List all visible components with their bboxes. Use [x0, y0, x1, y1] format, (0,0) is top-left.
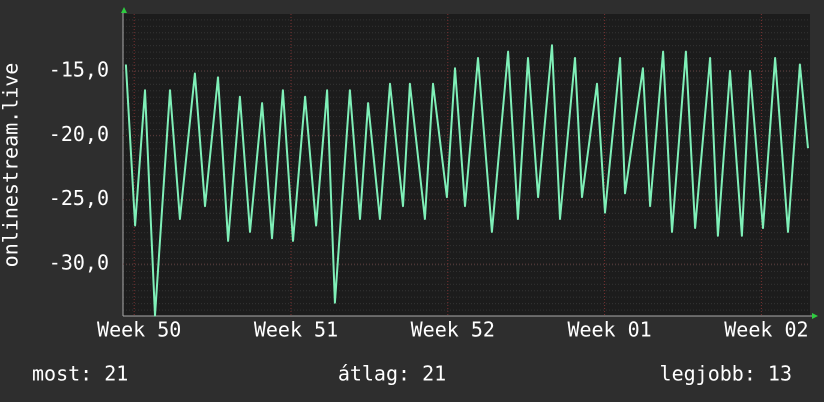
summary-current: most: 21 — [32, 362, 128, 386]
x-tick-label: Week 02 — [724, 318, 808, 342]
x-tick-label: Week 50 — [97, 318, 181, 342]
y-axis-arrow — [121, 7, 127, 13]
y-tick-label: -30,0 — [49, 251, 109, 275]
x-tick-label: Week 52 — [411, 318, 495, 342]
summary-average: átlag: 21 — [338, 362, 446, 386]
y-tick-label: -15,0 — [49, 57, 109, 81]
summary-best: legjobb: 13 — [660, 362, 792, 386]
plot-area — [123, 14, 810, 316]
x-tick-label: Week 01 — [567, 318, 651, 342]
x-axis-arrow — [812, 313, 818, 319]
series-line — [124, 44, 809, 317]
x-tick-label: Week 51 — [254, 318, 338, 342]
y-axis-label: onlinestream.live — [0, 63, 23, 268]
y-tick-label: -20,0 — [49, 122, 109, 146]
y-tick-label: -25,0 — [49, 186, 109, 210]
